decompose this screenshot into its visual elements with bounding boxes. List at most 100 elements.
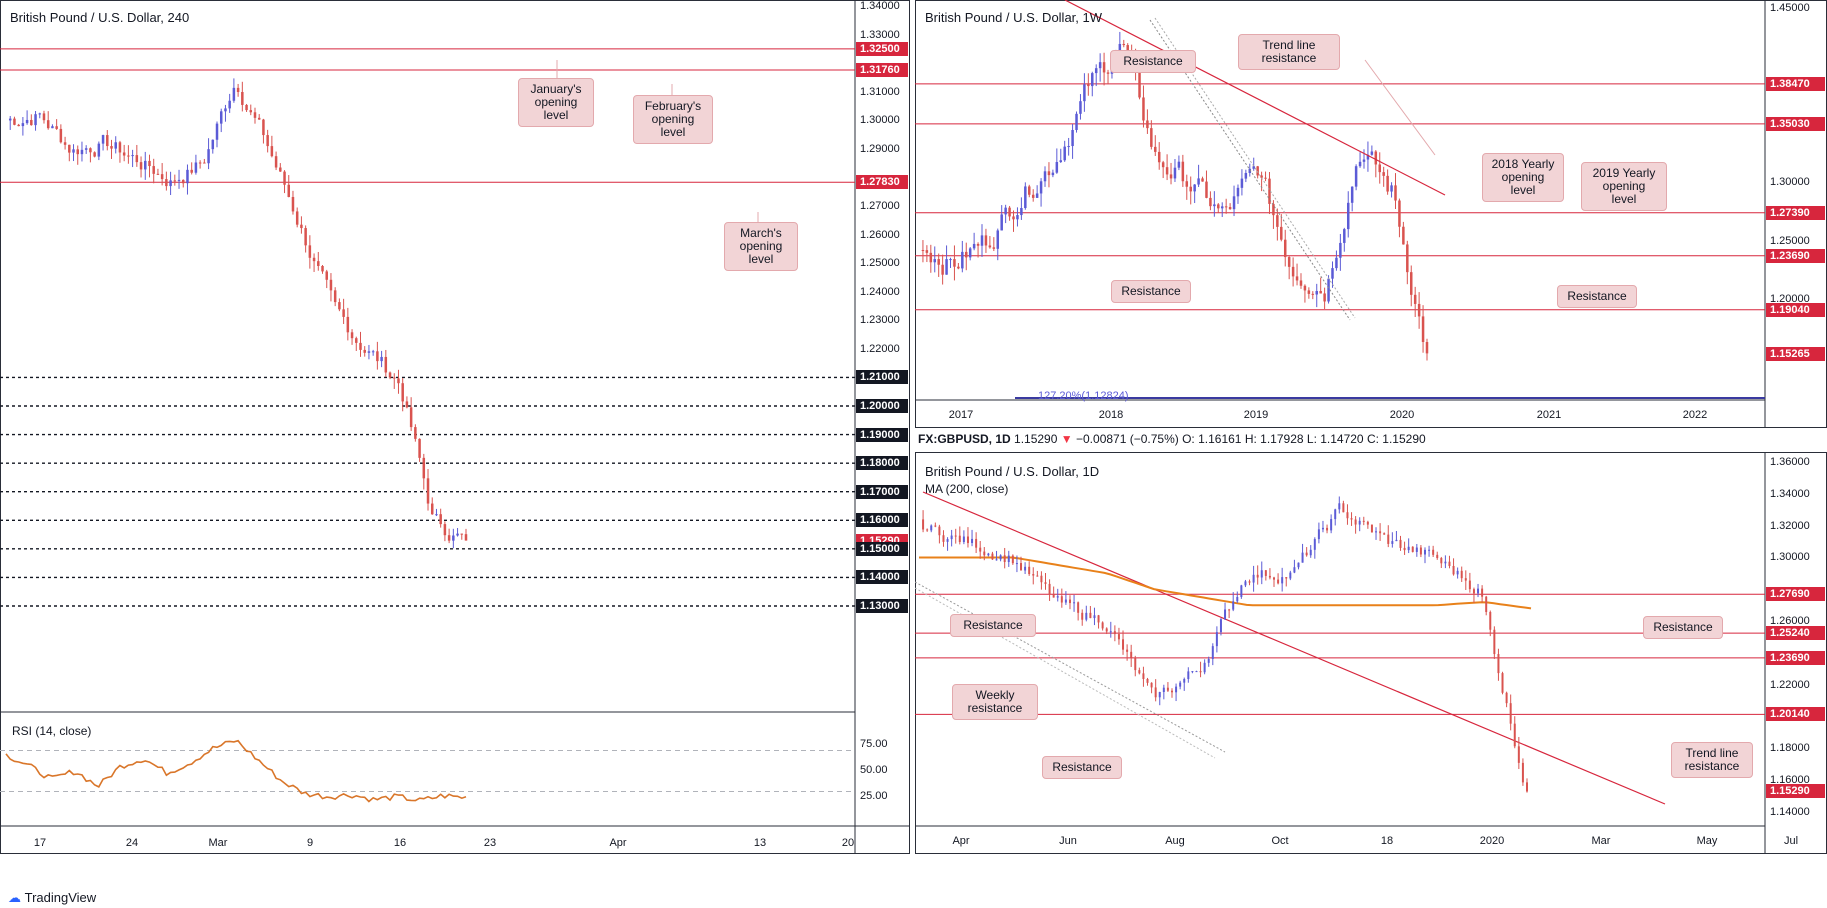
candle-body [114,142,117,149]
weekly-chart-svg[interactable]: 2017 2018 2019 2020 2021 2022 [915,0,1827,428]
candle-body [1211,646,1214,660]
top-right-pane[interactable]: 2017 2018 2019 2020 2021 2022 British Pound /… [915,0,1827,428]
note-february-opening: February's opening level [633,95,713,144]
candle-body [1456,570,1459,575]
candle-body [1094,68,1098,74]
candle-body [1346,202,1350,230]
candle-body [418,438,421,458]
candle-body [346,316,350,333]
candle-body [1280,226,1283,240]
candle-body [1213,204,1216,207]
candle-body [325,271,328,280]
candle-body [1032,574,1035,576]
candle-body [1089,612,1092,619]
candle-body [1307,290,1311,294]
candle-body [1419,547,1422,555]
candle-body [1091,73,1094,87]
candle-body [55,126,58,129]
candle-body [177,179,181,181]
candle-body [80,149,84,155]
candle-body [401,383,404,402]
candle-body [1402,226,1405,245]
candle-body [1081,612,1084,620]
candle-body [42,113,46,121]
candle-body [1040,575,1043,583]
candle-body [1126,45,1129,54]
left-chart-svg[interactable]: 17 24 Mar 9 16 23 Apr 13 20 [0,0,910,858]
candle-body [1339,242,1342,258]
candle-body [97,143,101,157]
candle-body [922,519,925,530]
candle-body [1338,503,1341,510]
candle-body [1205,181,1208,198]
candle-body [1346,512,1349,519]
candle-body [1142,673,1145,679]
candle-body [1452,566,1455,575]
candle-body [983,551,986,556]
candle-body [1283,239,1287,258]
candle-body [1071,129,1074,147]
daily-price-axis[interactable]: 1.36000 1.34000 1.32000 1.30000 1.27690 1.260… [1766,452,1827,826]
candle-body [181,179,185,184]
candle-body [1217,204,1220,209]
candle-body [106,135,109,147]
candle-body [1138,70,1141,98]
rsi-title: RSI (14, close) [12,724,92,738]
footer: ☁ TradingView [0,888,1827,908]
candle-body [1068,599,1071,604]
left-price-axis[interactable]: 1.34000 1.33000 1.32500 1.31760 1.31000 1.300… [856,0,910,712]
candle-body [930,525,933,531]
candle-body [1175,686,1178,693]
candle-body [1407,546,1410,551]
rsi-level-label: 50.00 [860,764,888,776]
x-tick-label: 16 [394,837,406,849]
candle-body [1366,154,1370,160]
price-label: 1.30000 [1770,176,1810,189]
candle-body [232,87,236,101]
note-2019-text: 2019 Yearly opening level [1592,166,1656,206]
candle-body [1248,168,1252,173]
candle-body [371,351,375,353]
candle-body [937,259,940,265]
bottom-right-pane[interactable]: Apr Jun Aug Oct 18 2020 Mar May Jul British Poun… [915,452,1827,854]
candle-body [1526,782,1528,792]
candle-body [926,529,929,531]
candle-body [1113,631,1116,635]
x-tick-label: 17 [34,837,46,849]
candle-body [1331,268,1334,279]
price-label: 1.19040 [1766,302,1825,317]
candle-body [1122,639,1125,650]
candle-body [443,524,447,536]
price-label: 1.16000 [1770,774,1810,787]
daily-chart-svg[interactable]: Apr Jun Aug Oct 18 2020 Mar May Jul [915,452,1827,854]
candle-body [1260,175,1263,178]
note-resistance-d1: Resistance [950,614,1036,637]
candle-body [1189,186,1192,192]
rsi-axis[interactable]: 75.00 50.00 25.00 [856,712,910,826]
price-label: 1.31760 [856,63,908,77]
candle-body [1117,634,1120,640]
x-tick-label: 2018 [1099,409,1123,421]
note-trend-line-resistance-d: Trend line resistance [1671,742,1753,778]
candle-body [1169,174,1173,179]
candle-body [308,245,312,258]
candle-body [1003,555,1006,563]
candle-body [93,152,96,157]
candle-body [312,257,316,262]
candle-body [938,526,941,536]
candle-body [266,135,269,147]
candle-body [1409,272,1413,295]
infobar-close: C: 1.15290 [1366,432,1426,446]
tradingview-logo[interactable]: ☁ TradingView [8,890,96,906]
candle-body [965,251,968,258]
candle-body [1035,193,1039,198]
candle-body [367,351,371,353]
candle-body [215,123,219,140]
left-pane[interactable]: 17 24 Mar 9 16 23 Apr 13 20 British Pound / U.S.… [0,0,910,858]
note-2019-yearly: 2019 Yearly opening level [1581,162,1667,211]
candle-body [1517,746,1520,763]
price-label: 1.27390 [1766,205,1825,220]
weekly-price-axis[interactable]: 1.45000 1.38470 1.35030 1.30000 1.27390 1.250… [1766,0,1827,400]
candle-body [1485,596,1488,612]
candle-body [1052,594,1055,598]
